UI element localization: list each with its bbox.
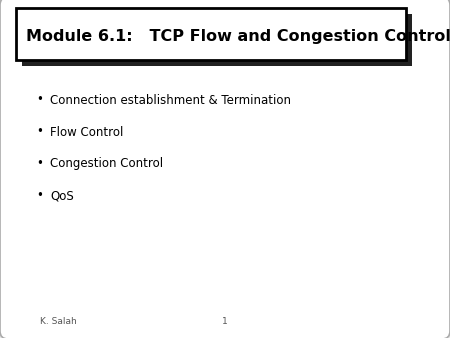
- FancyBboxPatch shape: [22, 14, 412, 66]
- Text: Module 6.1:   TCP Flow and Congestion Control: Module 6.1: TCP Flow and Congestion Cont…: [26, 29, 450, 45]
- FancyBboxPatch shape: [16, 8, 406, 60]
- Text: •: •: [36, 125, 43, 139]
- Text: K. Salah: K. Salah: [40, 317, 77, 326]
- Text: •: •: [36, 158, 43, 170]
- Text: Congestion Control: Congestion Control: [50, 158, 163, 170]
- Text: QoS: QoS: [50, 190, 74, 202]
- Text: Connection establishment & Termination: Connection establishment & Termination: [50, 94, 291, 106]
- Text: •: •: [36, 190, 43, 202]
- Text: •: •: [36, 94, 43, 106]
- Text: 1: 1: [222, 317, 228, 326]
- Text: Flow Control: Flow Control: [50, 125, 123, 139]
